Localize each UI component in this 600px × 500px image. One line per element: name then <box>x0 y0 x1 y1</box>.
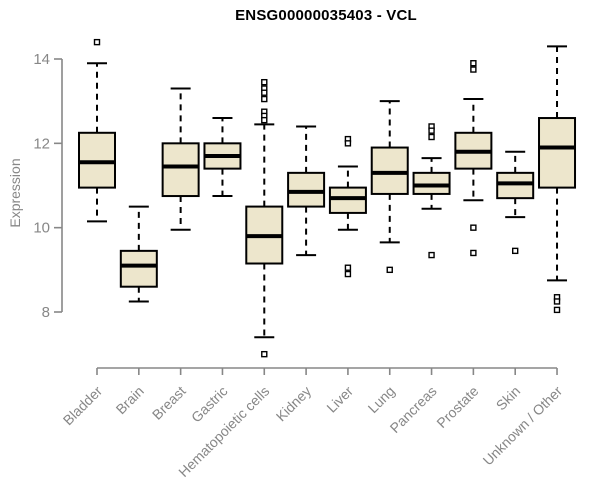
x-tick-label-prostate: Prostate <box>433 383 481 431</box>
outlier-point <box>261 116 268 124</box>
outlier-point <box>470 66 477 73</box>
box-group-skin <box>496 150 535 255</box>
iqr-box <box>496 171 535 200</box>
box-group-brain <box>119 205 158 303</box>
x-tick-label-brain: Brain <box>113 383 147 417</box>
outlier-point <box>344 264 352 271</box>
iqr-box <box>161 142 200 198</box>
box-group-pancreas <box>412 123 451 259</box>
outlier-point <box>512 247 519 255</box>
x-tick-label-bladder: Bladder <box>60 383 106 429</box>
x-tick-label-lung: Lung <box>365 383 398 416</box>
y-axis-label: Expression <box>7 158 23 228</box>
outlier-point <box>553 298 561 305</box>
outlier-point <box>470 60 477 67</box>
outlier-point <box>428 133 435 141</box>
outlier-point <box>428 251 435 259</box>
outlier-point <box>386 266 393 274</box>
x-tick-label-kidney: Kidney <box>273 383 315 425</box>
outlier-point <box>93 38 101 46</box>
outlier-point <box>470 224 477 231</box>
outlier-point <box>428 127 435 134</box>
iqr-box <box>78 131 116 189</box>
box-group-unknown-other <box>538 45 577 314</box>
box-group-gastric <box>203 117 242 198</box>
outlier-point <box>261 78 268 86</box>
box-group-liver <box>328 135 367 278</box>
iqr-box <box>287 171 326 208</box>
box-group-kidney <box>287 125 326 257</box>
y-tick-label: 12 <box>33 135 50 152</box>
iqr-box <box>328 186 367 214</box>
box-group-hematopoietic-cells <box>245 78 284 358</box>
iqr-box <box>538 117 577 189</box>
iqr-box <box>370 146 409 195</box>
outlier-point <box>344 140 352 147</box>
y-tick-label: 14 <box>33 51 50 68</box>
y-tick-label: 10 <box>33 220 50 237</box>
outlier-point <box>261 95 268 103</box>
x-tick-label-liver: Liver <box>323 383 356 416</box>
box-group-prostate <box>454 60 493 257</box>
x-tick-label-breast: Breast <box>149 383 189 423</box>
outlier-point <box>344 270 352 278</box>
x-tick-label-skin: Skin <box>493 383 524 414</box>
iqr-box <box>412 171 451 195</box>
iqr-box <box>119 249 158 288</box>
outlier-point <box>261 350 268 358</box>
x-tick-label-unknown-other: Unknown / Other <box>480 383 566 469</box>
box-group-breast <box>161 87 200 231</box>
outlier-point <box>470 249 477 257</box>
chart-title: ENSG00000035403 - VCL <box>235 7 417 24</box>
y-tick-label: 8 <box>42 304 50 321</box>
outlier-point <box>261 89 268 96</box>
box-group-lung <box>370 100 409 274</box>
box-group-bladder <box>78 38 116 223</box>
outlier-point <box>553 306 561 314</box>
